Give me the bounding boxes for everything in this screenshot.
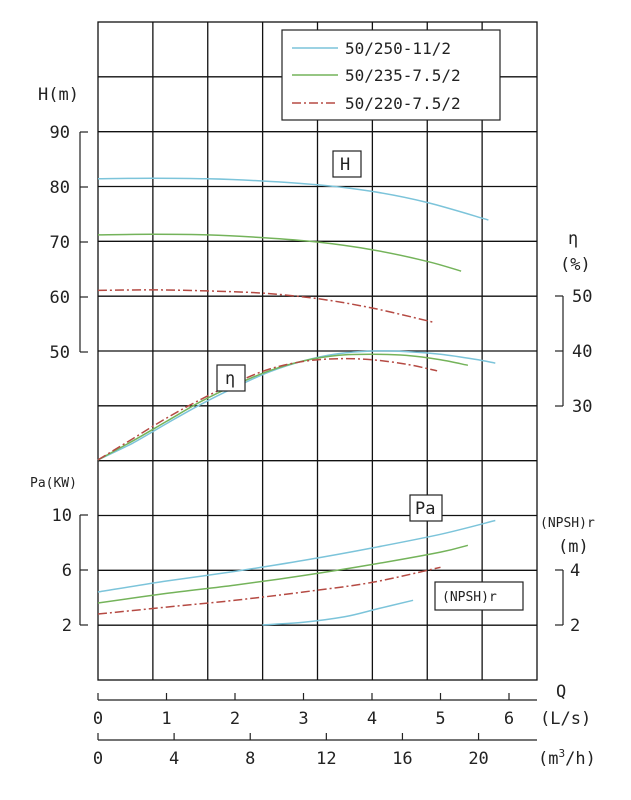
x-axis-ls-tick-label: 1 (161, 709, 171, 729)
npsh-axis-label-bottom: (m) (558, 537, 589, 557)
eta-axis-tick-label: 50 (572, 287, 592, 307)
series-3-head-curve (97, 289, 434, 324)
x-axis-ls-tick-label: 4 (367, 709, 377, 729)
eta-axis-tick-label: 40 (572, 342, 592, 362)
h-axis-tick-label: 60 (50, 288, 70, 308)
x-axis-m3h-tick-label: 12 (316, 749, 336, 769)
series-2-head-curve (97, 233, 462, 272)
x-axis-ls-tick-label: 0 (93, 709, 103, 729)
x-axis-m3h-tick-label: 8 (245, 749, 255, 769)
curve-label-h-box (332, 150, 362, 178)
pa-axis-tick-label: 6 (62, 561, 72, 581)
legend-entry-1: 50/250-11/2 (345, 39, 451, 58)
x-axis-m3h-tick-label: 0 (93, 749, 103, 769)
eta-axis-label-top: η (568, 229, 578, 249)
h-axis-label: H(m) (38, 85, 79, 105)
eta-axis-label-bottom: (%) (560, 255, 591, 275)
curve-label-npsh: (NPSH)r (434, 581, 524, 611)
pa-axis-tick-label: 10 (52, 506, 72, 526)
npsh-axis-tick-label: 2 (570, 616, 580, 636)
h-axis-tick-label: 70 (50, 233, 70, 253)
x-axis-ls-tick-label: 5 (435, 709, 445, 729)
x-axis-ls-tick-label: 3 (298, 709, 308, 729)
h-axis-tick-label: 90 (50, 123, 70, 143)
series-1-head-curve (97, 177, 489, 221)
q-axis-label: Q (556, 682, 566, 702)
x-axis-ls-tick-label: 2 (230, 709, 240, 729)
h-axis-tick-label: 80 (50, 178, 70, 198)
series-2-power-curve (97, 544, 469, 604)
npsh-axis-label-top: (NPSH)r (540, 516, 595, 531)
x-axis-m3h-tick-label: 16 (392, 749, 412, 769)
curve-label-h-text: H (340, 155, 350, 175)
legend-entry-3: 50/220-7.5/2 (345, 94, 461, 113)
series-3-power-curve (97, 566, 441, 615)
curve-label-h: H (332, 150, 362, 178)
npsh-axis-tick-label: 4 (570, 561, 580, 581)
curves (97, 177, 496, 626)
eta-axis-tick-label: 30 (572, 397, 592, 417)
x-axis-m3h-tick-label: 20 (468, 749, 488, 769)
legend: 50/250-11/2 50/235-7.5/2 50/220-7.5/2 (281, 29, 501, 121)
grid (97, 21, 538, 681)
pa-axis-tick-label: 2 (62, 616, 72, 636)
series-1-power-curve (97, 519, 496, 593)
series-1-npsh-curve (262, 599, 414, 626)
curve-label-eta-box (216, 364, 246, 392)
curve-label-pa-box (409, 494, 443, 522)
series-3-efficiency-curve (97, 357, 438, 461)
curve-label-npsh-box (434, 581, 524, 611)
x-axis-m3h-label: (m3/h) (538, 747, 596, 769)
x-axis-ls-tick-label: 6 (504, 709, 514, 729)
x-axis-m3h-tick-label: 4 (169, 749, 179, 769)
curve-label-pa-text: Pa (415, 499, 435, 519)
legend-entry-2: 50/235-7.5/2 (345, 66, 461, 85)
x-axis-ls-label: (L/s) (540, 709, 591, 729)
pa-axis-label: Pa(KW) (30, 476, 77, 491)
h-axis-tick-label: 50 (50, 343, 70, 363)
curve-label-eta-text: η (225, 369, 235, 389)
curve-label-eta: η (216, 364, 246, 392)
curve-label-pa: Pa (409, 494, 443, 522)
curve-label-npsh-text: (NPSH)r (442, 590, 497, 605)
